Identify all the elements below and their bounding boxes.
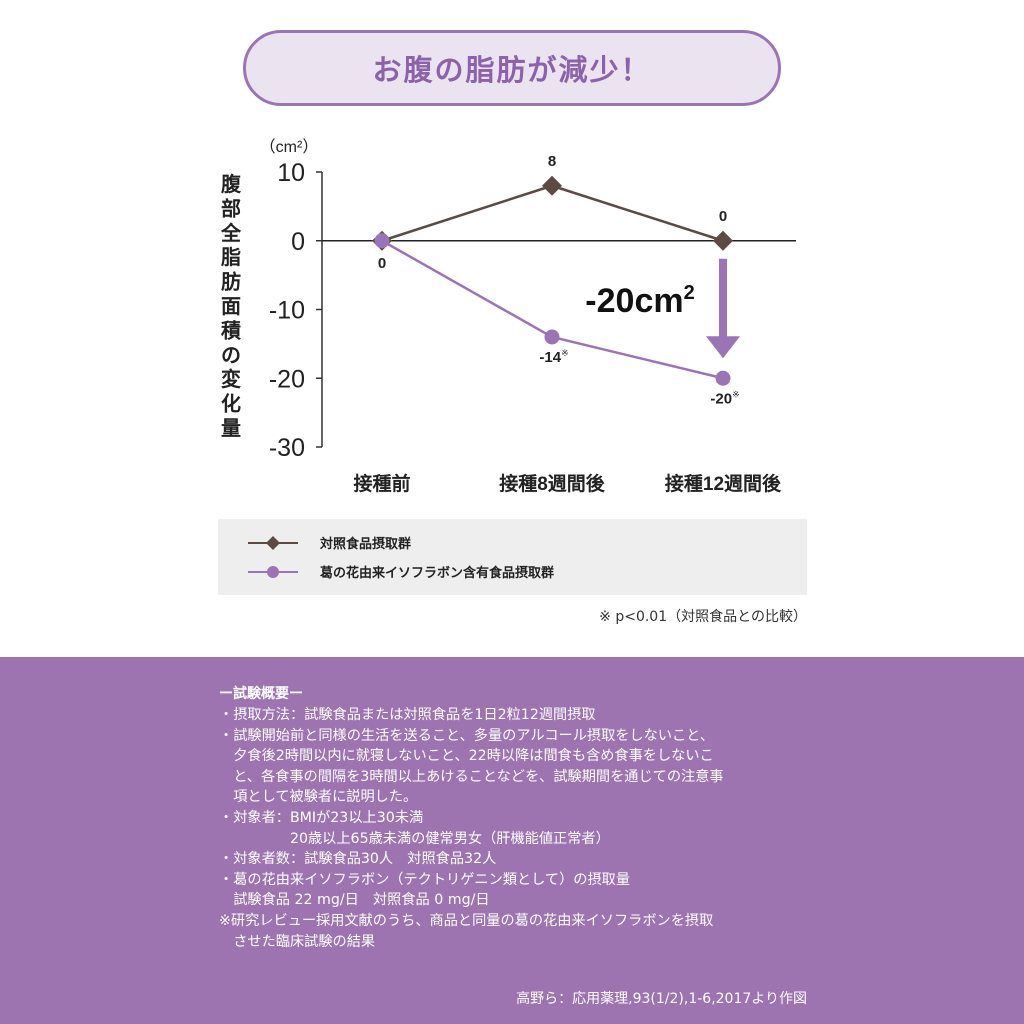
y-axis-label-char: 変: [221, 367, 241, 391]
summary-line: 夕食後2時間以内に就寝しないこと、22時以降は間食も含め食事をしないこ: [219, 748, 714, 765]
citation: 高野ら：応用薬理,93(1/2),1-6,2017より作図: [516, 991, 807, 1007]
y-axis-label-char: 肪: [221, 270, 241, 294]
y-axis-label-char: 部: [221, 196, 241, 220]
diamond-point: [713, 230, 733, 251]
data-label: 8: [548, 153, 556, 170]
y-tick-label: -10: [269, 297, 305, 325]
summary-line: ・対象者：BMIが23以上30未満: [219, 809, 424, 826]
data-label: 0: [378, 255, 386, 272]
data-label: -20※: [710, 389, 739, 407]
circle-point: [715, 370, 731, 386]
y-axis-label-char: 積: [221, 319, 242, 342]
circle-point: [374, 233, 390, 249]
summary-line: 20歳以上65歳未満の健常男女（肝機能値正常者）: [219, 830, 610, 847]
summary-line: ・試験開始前と同様の生活を送ること、多量のアルコール摂取をしないこと、: [219, 727, 715, 744]
summary-line: ※研究レビュー採用文献のうち、商品と同量の葛の花由来イソフラボンを摂取: [219, 912, 714, 929]
x-tick-label: 接種前: [353, 472, 410, 495]
y-axis-label-char: 化: [221, 392, 241, 416]
data-label: -14※: [539, 348, 568, 366]
x-tick-label: 接種8週間後: [499, 472, 606, 495]
chart-legend: 対照食品摂取群 葛の花由来イソフラボン含有食品摂取群: [218, 519, 807, 595]
y-tick-label: -20: [269, 365, 305, 393]
y-tick-label: 0: [291, 228, 305, 256]
diamond-marker-icon: [248, 535, 298, 550]
summary-line: ・摂取方法：試験食品または対照食品を1日2粒12週間摂取: [219, 707, 596, 723]
study-summary-text: ・摂取方法：試験食品または対照食品を1日2粒12週間摂取・試験開始前と同様の生活…: [219, 705, 819, 952]
circle-marker-icon: [248, 565, 298, 578]
x-tick-label: 接種12週間後: [665, 472, 782, 495]
diamond-point: [542, 175, 562, 196]
legend-label-control: 対照食品摂取群: [320, 537, 412, 552]
y-axis-label-char: 面: [221, 296, 241, 318]
reduction-annotation: -20cm2: [585, 282, 694, 320]
page-title: お腹の脂肪が減少！: [243, 30, 781, 106]
y-axis-label-char: の: [221, 345, 241, 367]
data-label: 0: [719, 208, 727, 225]
y-tick-label: 10: [277, 159, 305, 187]
study-summary-panel: [0, 657, 1024, 1024]
y-axis-label-char: 全: [220, 221, 242, 245]
y-axis-label-char: 脂: [221, 246, 241, 269]
reduction-arrow-head: [706, 336, 740, 359]
legend-label-treatment: 葛の花由来イソフラボン含有食品摂取群: [320, 566, 555, 581]
significance-footnote: ※ p<0.01（対照食品との比較）: [599, 609, 807, 625]
summary-line: ・対象者数：試験食品30人 対照食品32人: [219, 851, 497, 868]
summary-line: させた臨床試験の結果: [219, 933, 376, 950]
y-unit-label: （cm²）: [260, 138, 319, 156]
y-tick-label: -30: [269, 434, 305, 462]
summary-line: ・葛の花由来イソフラボン（テクトリゲニン類として）の摂取量: [219, 871, 631, 888]
y-axis-label-char: 量: [221, 417, 241, 440]
summary-line: 項として被験者に説明した。: [219, 789, 418, 806]
legend-item-treatment: 葛の花由来イソフラボン含有食品摂取群: [248, 562, 554, 581]
summary-line: と、各食事の間隔を3時間以上あけることなどを、試験期間を通じての注意事: [219, 768, 724, 785]
y-axis-label-char: 腹: [221, 172, 242, 196]
legend-item-control: 対照食品摂取群: [248, 533, 411, 552]
summary-line: 試験食品 22 mg/日 対照食品 0 mg/日: [219, 892, 490, 909]
study-summary-heading: ー試験概要ー: [219, 686, 303, 702]
circle-point: [544, 329, 560, 345]
